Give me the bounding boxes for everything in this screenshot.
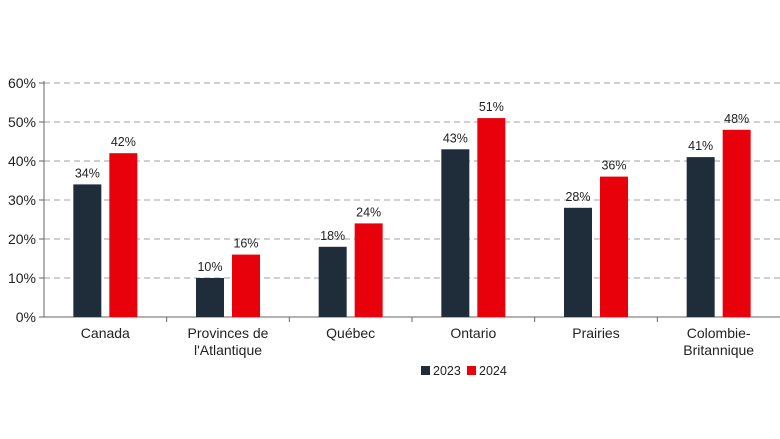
y-tick-label: 60% (8, 75, 36, 91)
axes: 0% 10% 20% 30% 40% 50% 60% Canada Provinces de l'… (8, 75, 780, 358)
bar-2024 (600, 176, 628, 317)
data-label-2024: 48% (724, 112, 749, 126)
y-tick-label: 20% (8, 231, 36, 247)
grid-lines (44, 82, 780, 279)
data-label-2024: 24% (356, 205, 381, 219)
data-label-2024: 36% (601, 159, 626, 173)
legend-swatch-2023 (421, 366, 430, 375)
x-category-label-line: Provinces de (188, 325, 269, 341)
data-label-2023: 18% (320, 229, 345, 243)
x-category-label-line: Ontario (450, 325, 496, 341)
legend-label-2023: 2023 (433, 364, 461, 378)
bar-2024 (232, 254, 260, 317)
y-tick-label: 0% (16, 309, 36, 325)
x-category-label: Canada (81, 325, 130, 341)
bar-2023 (73, 184, 102, 317)
x-category-label-line: Canada (81, 325, 130, 341)
data-labels: 34% 42% 10% 16% 18% 24% 43% 51% 28% 36% 41% 48% (75, 100, 749, 274)
bar-2024 (354, 223, 383, 317)
data-label-2023: 34% (75, 166, 100, 180)
bar-2023 (441, 149, 470, 317)
x-category-label-line: Colombie- (687, 325, 751, 341)
data-label-2024: 16% (233, 237, 258, 251)
data-label-2023: 28% (565, 190, 590, 204)
y-tick-label: 40% (8, 153, 36, 169)
y-tick-label: 50% (8, 114, 36, 130)
bar-2024 (477, 118, 506, 317)
x-category-label-line: l'Atlantique (194, 342, 262, 358)
bar-2023 (564, 207, 592, 317)
x-category-label: Ontario (450, 325, 496, 341)
bar-2023 (686, 157, 715, 317)
bar-2023 (196, 278, 224, 317)
data-label-2024: 51% (479, 100, 504, 114)
x-category-label-line: Britannique (683, 342, 754, 358)
bar-2023 (318, 246, 347, 317)
data-label-2023: 43% (443, 131, 468, 145)
legend-swatch-2024 (467, 366, 476, 375)
x-category-label: Québec (326, 325, 375, 341)
data-label-2023: 41% (688, 139, 713, 153)
x-category-label: Colombie-Britannique (683, 325, 754, 358)
data-label-2023: 10% (197, 260, 222, 274)
bars (73, 118, 751, 317)
bar-2024 (109, 153, 138, 317)
legend: 2023 2024 (421, 364, 507, 378)
y-tick-label: 30% (8, 192, 36, 208)
x-category-label: Provinces de l'Atlantique (188, 325, 269, 358)
data-label-2024: 42% (111, 135, 136, 149)
x-category-label-line: Prairies (572, 325, 619, 341)
legend-label-2024: 2024 (479, 364, 507, 378)
y-tick-label: 10% (8, 270, 36, 286)
x-category-label-line: Québec (326, 325, 375, 341)
x-category-label: Prairies (572, 325, 619, 341)
bar-2024 (722, 129, 751, 317)
